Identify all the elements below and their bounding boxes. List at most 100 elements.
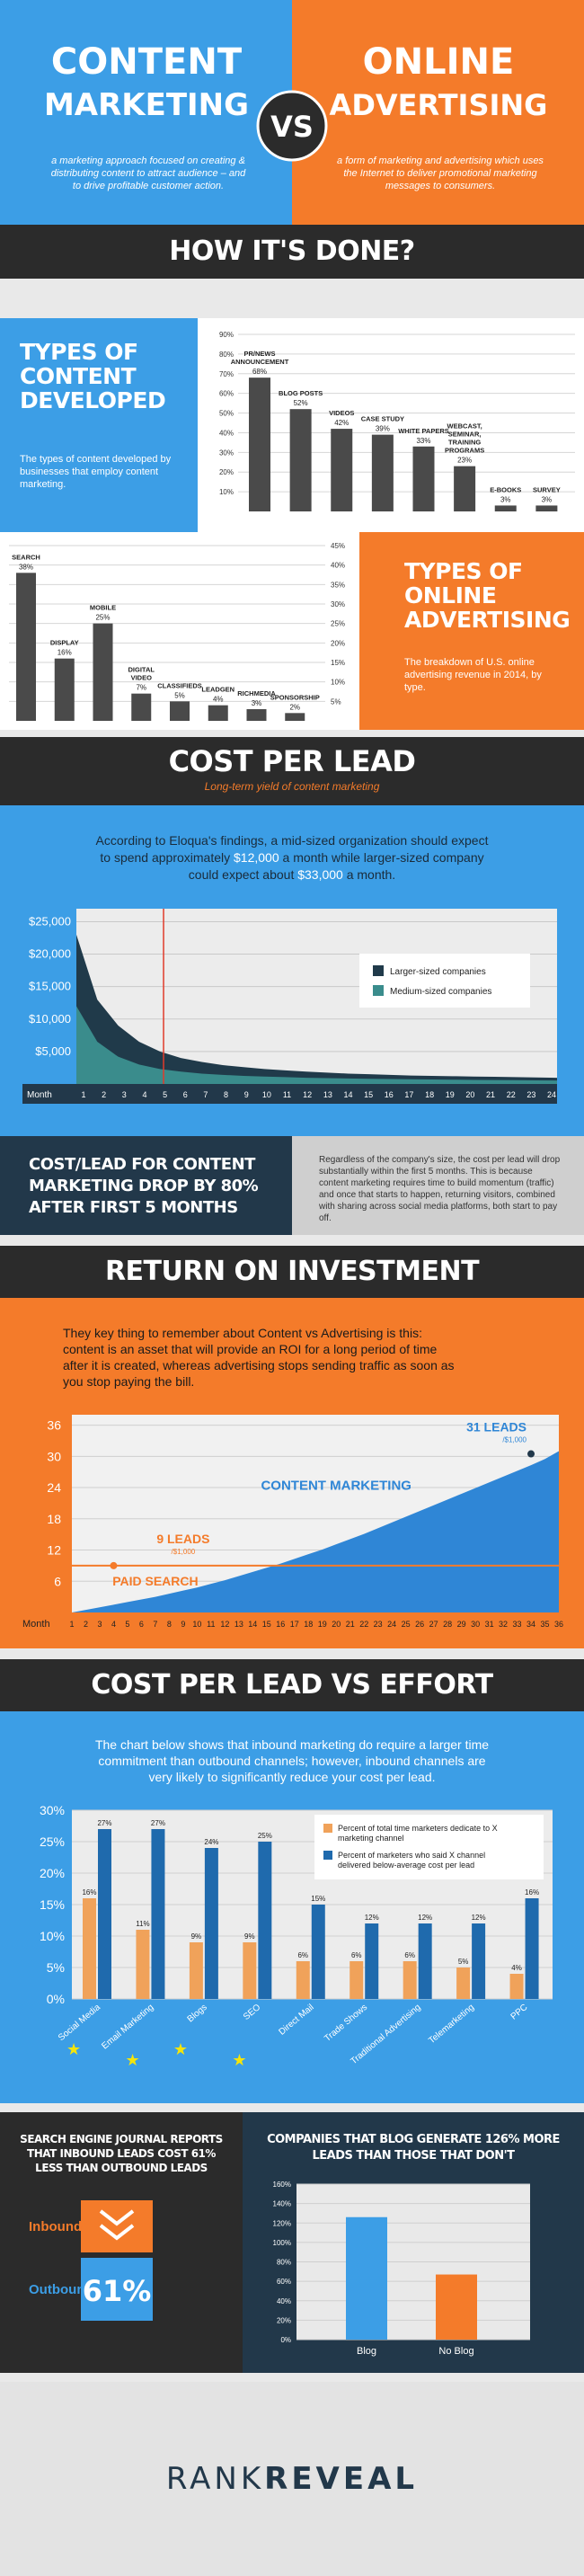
cpl-intro-text-3: could expect about — [188, 867, 298, 882]
data-label: 7% — [136, 684, 146, 692]
cpl-header: COST PER LEAD Long-term yield of content… — [0, 737, 584, 805]
series-medium-area — [76, 1006, 557, 1084]
x-tick-label: 21 — [486, 1090, 495, 1099]
chevron-down-icon-2 — [99, 2224, 135, 2241]
y-tick-label: 60% — [277, 2278, 291, 2286]
data-label: 27% — [97, 1819, 111, 1827]
y-tick-label: $15,000 — [29, 980, 71, 993]
footer: RANKREVEAL — [0, 2382, 584, 2576]
data-label: 23% — [457, 457, 472, 465]
category-label: Telemarketing — [427, 2003, 476, 2046]
category-label: BLOG POSTS — [279, 389, 323, 397]
y-tick-label: 12 — [47, 1543, 61, 1558]
data-label: 5% — [458, 1958, 469, 1966]
y-tick-label: 5% — [47, 1960, 65, 1975]
star-icon: ★ — [125, 2051, 139, 2069]
bar — [346, 2216, 387, 2340]
data-label: 25% — [95, 614, 110, 622]
category-label: Social Media — [57, 2003, 102, 2044]
data-label: 24% — [204, 1838, 218, 1846]
x-tick-label: 26 — [415, 1620, 424, 1629]
data-label: 6% — [351, 1951, 362, 1959]
ad-types-title-1: TYPES OF — [404, 558, 523, 584]
legend-label: marketing channel — [338, 1834, 404, 1843]
y-tick-label: 30% — [331, 600, 345, 608]
cost-bar — [525, 1898, 539, 1999]
time-bar — [296, 1961, 310, 1999]
data-label: 2% — [289, 703, 300, 711]
data-label: 3% — [252, 699, 262, 707]
cost-bar — [365, 1923, 379, 1999]
y-tick-label: 25% — [331, 620, 345, 628]
x-tick-label: 30 — [471, 1620, 480, 1629]
y-tick-label: 30 — [47, 1449, 61, 1463]
header-left-title-2: MARKETING — [44, 87, 249, 123]
y-tick-label: 15% — [40, 1897, 65, 1912]
time-bar — [83, 1898, 96, 1999]
data-label: 16% — [58, 649, 72, 657]
data-label: 5% — [174, 691, 185, 699]
x-tick-label: 3 — [97, 1620, 102, 1629]
content-types-panel: TYPES OF CONTENT DEVELOPED The types of … — [0, 318, 198, 532]
category-label: PR/NEWS — [243, 350, 275, 358]
blog-chart: 160% 140% 120% 100% 80% 60% 40% 20% 0% Blog No Blo… — [273, 2181, 530, 2357]
content-marketing-label: CONTENT MARKETING — [261, 1479, 411, 1494]
x-tick-label: 33 — [513, 1620, 522, 1629]
x-tick-label: 5 — [125, 1620, 129, 1629]
y-tick-label: 80% — [277, 2259, 291, 2267]
data-label: 15% — [311, 1895, 325, 1903]
bar — [494, 505, 517, 511]
bar — [208, 705, 228, 721]
roi-intro-line-2: content is an asset that will provide an… — [63, 1342, 438, 1356]
inbound-title-3: LESS THAN OUTBOUND LEADS — [35, 2162, 208, 2174]
time-bar — [350, 1961, 364, 1999]
inbound-title-1: SEARCH ENGINE JOURNAL REPORTS — [20, 2133, 223, 2145]
category-label: LEADGEN — [201, 686, 234, 694]
cpl-intro-line-2: to spend approximately $12,000 a month w… — [0, 849, 584, 866]
vs-badge — [256, 90, 328, 162]
y-tick-label: 5% — [331, 697, 341, 706]
blog-panel: COMPANIES THAT BLOG GENERATE 126% MORE L… — [243, 2112, 584, 2373]
x-tick-label: 32 — [499, 1620, 508, 1629]
x-tick-label: 18 — [304, 1620, 313, 1629]
bar — [54, 658, 75, 721]
data-label: 3% — [500, 495, 511, 503]
x-tick-label: 1 — [81, 1090, 85, 1099]
bar — [170, 701, 190, 721]
x-tick-label: 31 — [485, 1620, 494, 1629]
bar — [331, 429, 353, 511]
content-types-title-2: CONTENT — [20, 363, 137, 389]
y-tick-label: 36 — [47, 1418, 61, 1433]
star-icon: ★ — [66, 2040, 81, 2058]
brand-logo: RANKREVEAL — [0, 2461, 584, 2497]
y-tick-label: $5,000 — [35, 1044, 71, 1058]
content-marketing-annotation-sub: /$1,000 — [502, 1436, 526, 1444]
category-label: SEO — [242, 2003, 262, 2022]
x-tick-label: 8 — [224, 1090, 228, 1099]
bottom-stats-section: SEARCH ENGINE JOURNAL REPORTS THAT INBOU… — [0, 2112, 584, 2373]
ad-types-panel: TYPES OF ONLINE ADVERTISING The breakdow… — [359, 532, 584, 730]
category-label: MOBILE — [90, 604, 116, 612]
header-right-panel — [292, 0, 584, 257]
cpl-subtitle: Long-term yield of content marketing — [204, 780, 380, 793]
y-tick-label: 100% — [273, 2239, 291, 2247]
category-label: SURVEY — [533, 485, 561, 493]
x-tick-label: 22 — [359, 1620, 368, 1629]
content-types-title-1: TYPES OF — [20, 339, 138, 365]
inbound-label: Inbound — [29, 2219, 82, 2234]
ad-types-chart: 45% 40% 35% 30% 25% 20% 15% 10% 5% SEARCH 38% DISPL… — [9, 542, 345, 721]
y-tick-label: 50% — [219, 410, 234, 418]
inbound-value: 61% — [83, 2274, 152, 2308]
cost-bar — [418, 1923, 432, 1999]
x-tick-label: 24 — [547, 1090, 556, 1099]
x-tick-label: 34 — [526, 1620, 535, 1629]
legend-label: Percent of marketers who said X channel — [338, 1851, 485, 1860]
bar — [454, 466, 476, 511]
y-tick-label: 0% — [47, 1992, 65, 2006]
content-types-section: TYPES OF CONTENT DEVELOPED The types of … — [0, 318, 584, 532]
cpl-mid-amount: $12,000 — [234, 850, 279, 865]
header-left-title-1: CONTENT — [51, 41, 243, 83]
blog-title-2: LEADS THAN THOSE THAT DON'T — [312, 2149, 515, 2163]
x-tick-label: 6 — [183, 1090, 188, 1099]
cpl-callout-line-1: COST/LEAD FOR CONTENT — [29, 1155, 255, 1174]
